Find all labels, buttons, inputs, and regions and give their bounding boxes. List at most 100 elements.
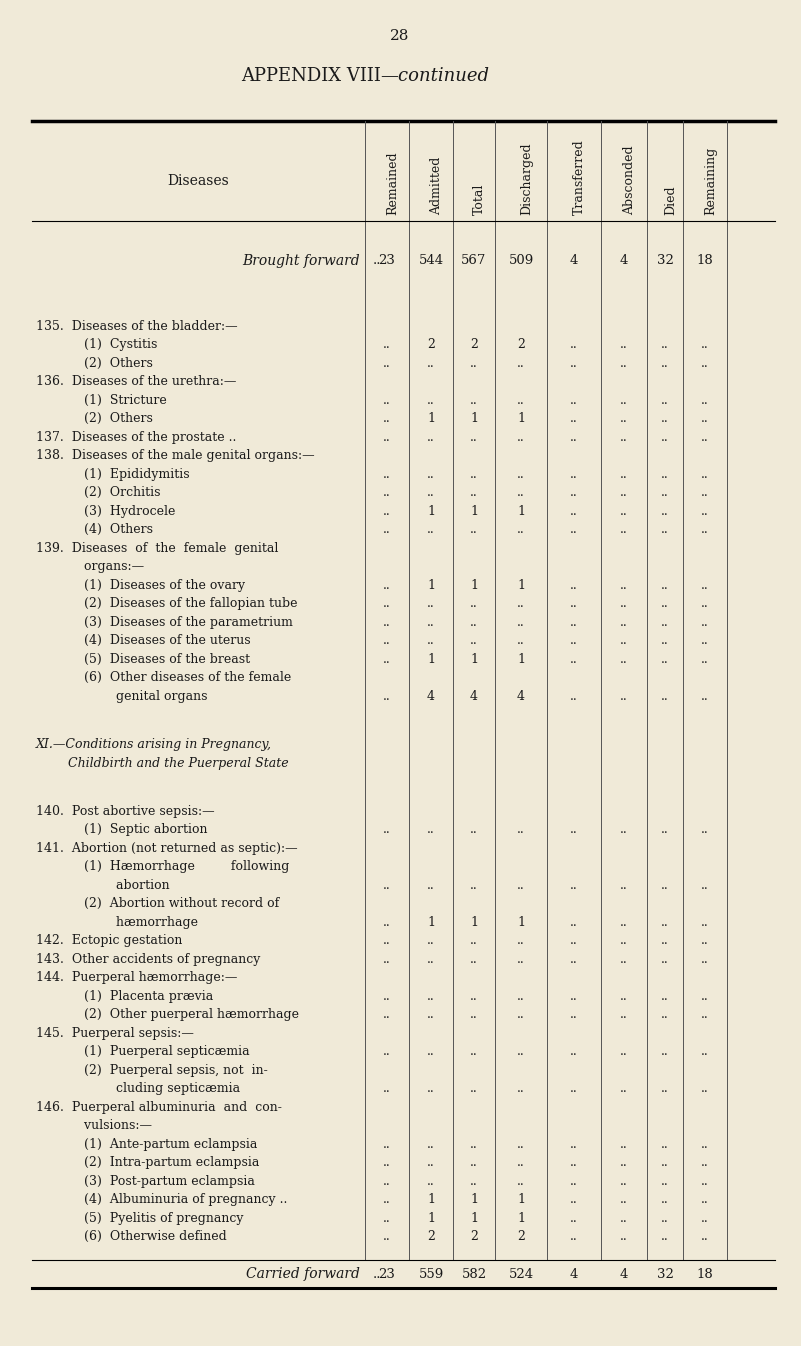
Text: ..: .. xyxy=(517,1137,525,1151)
Text: Remaining: Remaining xyxy=(704,147,717,215)
Text: ..: .. xyxy=(701,634,709,647)
Text: ..: .. xyxy=(570,412,578,425)
Text: 1: 1 xyxy=(517,1211,525,1225)
Text: ..: .. xyxy=(383,1082,391,1096)
Text: ..: .. xyxy=(570,634,578,647)
Text: ..: .. xyxy=(661,524,669,537)
Text: ..: .. xyxy=(701,468,709,481)
Text: ..: .. xyxy=(661,953,669,965)
Text: ..: .. xyxy=(517,468,525,481)
Text: ..: .. xyxy=(383,579,391,592)
Text: ..: .. xyxy=(661,934,669,948)
Text: ..: .. xyxy=(517,598,525,611)
Text: 544: 544 xyxy=(418,254,444,268)
Text: ..: .. xyxy=(620,1008,628,1022)
Text: ..: .. xyxy=(517,934,525,948)
Text: ..: .. xyxy=(383,486,391,499)
Text: ..: .. xyxy=(661,915,669,929)
Text: ..: .. xyxy=(701,579,709,592)
Text: ..: .. xyxy=(661,824,669,836)
Text: ..: .. xyxy=(661,468,669,481)
Text: ..: .. xyxy=(661,1175,669,1187)
Text: 559: 559 xyxy=(418,1268,444,1280)
Text: ..: .. xyxy=(427,524,435,537)
Text: ..: .. xyxy=(701,505,709,518)
Text: (2)  Puerperal sepsis, not  in-: (2) Puerperal sepsis, not in- xyxy=(36,1063,268,1077)
Text: 4: 4 xyxy=(427,690,435,703)
Text: ..: .. xyxy=(570,1046,578,1058)
Text: ..: .. xyxy=(661,1211,669,1225)
Text: ..: .. xyxy=(570,1211,578,1225)
Text: Admitted: Admitted xyxy=(430,156,443,215)
Text: ..: .. xyxy=(427,1008,435,1022)
Text: ..: .. xyxy=(620,598,628,611)
Text: ..: .. xyxy=(620,634,628,647)
Text: vulsions:—: vulsions:— xyxy=(36,1120,152,1132)
Text: ..: .. xyxy=(701,1194,709,1206)
Text: ..: .. xyxy=(517,989,525,1003)
Text: ..: .. xyxy=(470,1046,478,1058)
Text: ..: .. xyxy=(383,915,391,929)
Text: 138.  Diseases of the male genital organs:—: 138. Diseases of the male genital organs… xyxy=(36,450,315,463)
Text: ..: .. xyxy=(383,824,391,836)
Text: ..: .. xyxy=(470,1082,478,1096)
Text: ..: .. xyxy=(427,1046,435,1058)
Text: 135.  Diseases of the bladder:—: 135. Diseases of the bladder:— xyxy=(36,320,238,332)
Text: Transferred: Transferred xyxy=(573,139,586,215)
Text: ..: .. xyxy=(383,1230,391,1244)
Text: (3)  Diseases of the parametrium: (3) Diseases of the parametrium xyxy=(36,616,293,629)
Text: ..: .. xyxy=(470,394,478,406)
Text: ..: .. xyxy=(570,524,578,537)
Text: ..: .. xyxy=(517,524,525,537)
Text: ..: .. xyxy=(470,1156,478,1170)
Text: Brought forward: Brought forward xyxy=(243,254,360,268)
Text: ..: .. xyxy=(570,338,578,351)
Text: 1: 1 xyxy=(427,653,435,666)
Text: (1)  Diseases of the ovary: (1) Diseases of the ovary xyxy=(36,579,245,592)
Text: ..: .. xyxy=(517,1175,525,1187)
Text: 1: 1 xyxy=(517,1194,525,1206)
Text: abortion: abortion xyxy=(36,879,170,891)
Text: ..: .. xyxy=(427,1082,435,1096)
Text: ..: .. xyxy=(620,468,628,481)
Text: ..: .. xyxy=(620,1046,628,1058)
Text: ..: .. xyxy=(620,394,628,406)
Text: ..: .. xyxy=(427,824,435,836)
Text: (5)  Pyelitis of pregnancy: (5) Pyelitis of pregnancy xyxy=(36,1211,244,1225)
Text: ..: .. xyxy=(383,934,391,948)
Text: Discharged: Discharged xyxy=(520,143,533,215)
Text: 2: 2 xyxy=(427,338,435,351)
Text: 18: 18 xyxy=(697,1268,714,1280)
Text: ..: .. xyxy=(517,1082,525,1096)
Text: ..: .. xyxy=(701,1046,709,1058)
Text: (3)  Post-partum eclampsia: (3) Post-partum eclampsia xyxy=(36,1175,255,1187)
Text: Childbirth and the Puerperal State: Childbirth and the Puerperal State xyxy=(36,756,288,770)
Text: 2: 2 xyxy=(427,1230,435,1244)
Text: 1: 1 xyxy=(470,412,478,425)
Text: ..: .. xyxy=(517,616,525,629)
Text: ..: .. xyxy=(701,1008,709,1022)
Text: ..: .. xyxy=(701,1211,709,1225)
Text: ..: .. xyxy=(620,1211,628,1225)
Text: ..: .. xyxy=(517,431,525,444)
Text: ..: .. xyxy=(570,431,578,444)
Text: ..: .. xyxy=(383,1156,391,1170)
Text: ..: .. xyxy=(383,1175,391,1187)
Text: ..: .. xyxy=(570,505,578,518)
Text: ..: .. xyxy=(620,616,628,629)
Text: ..: .. xyxy=(701,653,709,666)
Text: ..: .. xyxy=(427,598,435,611)
Text: 4: 4 xyxy=(620,1268,628,1280)
Text: ..: .. xyxy=(701,879,709,891)
Text: ..: .. xyxy=(427,879,435,891)
Text: 1: 1 xyxy=(517,915,525,929)
Text: ..: .. xyxy=(620,431,628,444)
Text: (2)  Other puerperal hæmorrhage: (2) Other puerperal hæmorrhage xyxy=(36,1008,299,1022)
Text: (1)  Septic abortion: (1) Septic abortion xyxy=(36,824,207,836)
Text: 1: 1 xyxy=(517,505,525,518)
Text: ..: .. xyxy=(383,468,391,481)
Text: 2: 2 xyxy=(470,1230,478,1244)
Text: 140.  Post abortive sepsis:—: 140. Post abortive sepsis:— xyxy=(36,805,215,817)
Text: ..: .. xyxy=(701,412,709,425)
Text: 4: 4 xyxy=(517,690,525,703)
